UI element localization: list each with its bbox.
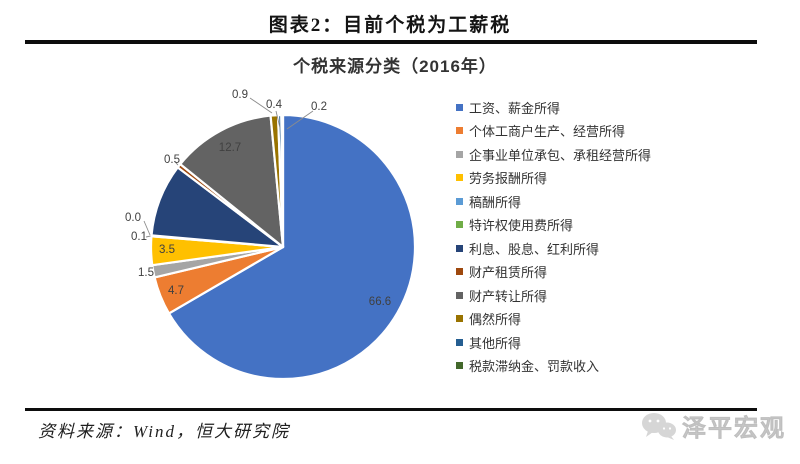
- pie-data-label-1: 4.7: [168, 285, 184, 297]
- legend-label-6: 利息、股息、红利所得: [469, 241, 600, 257]
- legend-marker-1: [456, 127, 463, 134]
- legend-item-7: 财产租赁所得: [456, 264, 651, 280]
- legend-item-5: 特许权使用费所得: [456, 217, 651, 233]
- legend-item-2: 企事业单位承包、承租经营所得: [456, 146, 652, 163]
- legend-marker-10: [456, 338, 463, 346]
- legend-marker-4: [456, 197, 463, 205]
- legend-label-11: 税款滞纳金、罚款收入: [469, 359, 600, 374]
- pie-data-label-8: 12.7: [219, 142, 241, 154]
- legend-label-7: 财产租赁所得: [469, 265, 548, 280]
- legend-marker-8: [456, 291, 463, 299]
- pie-data-label-7: 0.5: [164, 154, 180, 166]
- bottom-rule: [25, 408, 757, 411]
- pie-data-label-11: 0.2: [311, 101, 327, 113]
- legend-item-1: 个体工商户生产、经营所得: [456, 123, 651, 139]
- label-leader-line-9: [249, 97, 273, 114]
- legend-marker-5: [456, 221, 463, 228]
- pie-slice-0: [167, 113, 417, 381]
- pie-data-label-0: 66.6: [369, 296, 391, 308]
- chart-title: 个税来源分类（2016年）: [293, 57, 497, 76]
- pie-data-label-2: 1.5: [138, 267, 154, 279]
- watermark-text: 泽平宏观: [682, 415, 786, 443]
- legend-marker-3: [456, 174, 463, 181]
- watermark: 泽平宏观: [641, 408, 786, 443]
- legend-label-9: 偶然所得: [469, 312, 522, 327]
- pie-data-label-9: 0.9: [232, 89, 248, 101]
- legend-item-3: 劳务报酬所得: [456, 170, 651, 186]
- legend-label-2: 企事业单位承包、承租经营所得: [469, 147, 652, 163]
- pie-data-label-3: 3.5: [159, 244, 175, 256]
- label-leader-line-4: [145, 235, 151, 238]
- label-leader-line-10: [275, 110, 281, 129]
- legend-marker-2: [456, 150, 463, 158]
- legend-marker-9: [456, 315, 463, 322]
- pie-data-label-10: 0.4: [266, 99, 283, 111]
- legend-item-4: 稿酬所得: [456, 193, 651, 210]
- legend-item-0: 工资、薪金所得: [456, 99, 651, 116]
- pie-data-label-5: 0.0: [125, 212, 141, 224]
- legend-label-10: 其他所得: [469, 335, 522, 351]
- legend-item-6: 利息、股息、红利所得: [456, 240, 651, 257]
- legend-label-5: 特许权使用费所得: [469, 218, 574, 233]
- legend-label-3: 劳务报酬所得: [469, 171, 548, 186]
- label-leader-line-5: [143, 220, 151, 236]
- legend-label-0: 工资、薪金所得: [469, 100, 561, 116]
- pie-data-label-4: 0.1: [131, 231, 147, 243]
- legend-label-8: 财产转让所得: [469, 288, 548, 304]
- legend-item-11: 税款滞纳金、罚款收入: [456, 358, 651, 374]
- legend-marker-7: [456, 268, 463, 275]
- legend-label-1: 个体工商户生产、经营所得: [469, 124, 626, 139]
- label-leader-line-11: [286, 110, 314, 130]
- pie-chart: 66.6 4.7 1.5 3.5 0.1 0.0 0.5 12.7 0.9 0.4 0.2: [125, 89, 417, 381]
- pie-slice-8: [179, 114, 285, 249]
- wechat-icon: [642, 412, 676, 440]
- legend-item-8: 财产转让所得: [456, 287, 651, 304]
- source-note: 资料来源：Wind，恒大研究院: [38, 422, 290, 441]
- legend-marker-0: [456, 103, 463, 111]
- legend-item-9: 偶然所得: [456, 311, 651, 327]
- figure-title: 图表2：目前个税为工薪税: [268, 15, 512, 36]
- label-leader-line-7: [175, 162, 179, 166]
- legend-marker-6: [456, 244, 463, 252]
- legend-item-10: 其他所得: [456, 334, 651, 351]
- pie-slice-11: [280, 113, 285, 249]
- legend-label-4: 稿酬所得: [469, 194, 522, 210]
- legend-marker-11: [456, 362, 463, 369]
- top-rule: [25, 40, 757, 44]
- chart-legend: 工资、薪金所得个体工商户生产、经营所得企事业单位承包、承租经营所得 劳务报酬所得稿…: [456, 99, 651, 381]
